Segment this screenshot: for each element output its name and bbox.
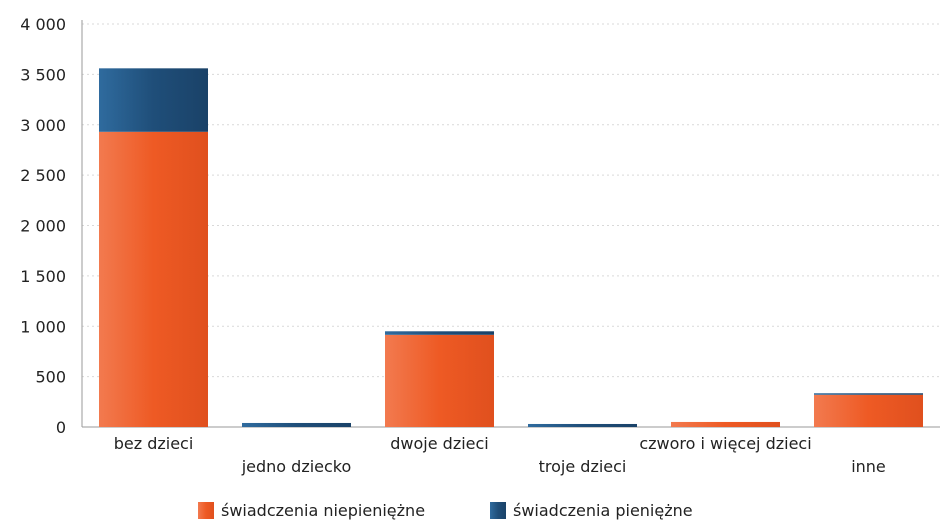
bar-segment-niepieniezne: [671, 421, 780, 427]
y-axis: 0 500 1 000 1 500 2 000 2 500 3 000 3 500 4 000: [20, 15, 940, 437]
bar-segment-niepieniezne: [99, 131, 208, 428]
y-tick-label: 500: [35, 368, 66, 387]
legend-label: świadczenia niepieniężne: [221, 501, 425, 520]
bars: [99, 68, 923, 428]
bar-segment-niepieniezne: [385, 334, 494, 427]
bar-segment-pieniezne: [99, 68, 208, 132]
y-tick-label: 3 500: [20, 65, 66, 84]
y-tick-label: 3 000: [20, 116, 66, 135]
legend: świadczenia niepieniężne świadczenia pien…: [198, 501, 693, 520]
x-category-label: czworo i więcej dzieci: [639, 434, 811, 453]
legend-label: świadczenia pieniężne: [513, 501, 693, 520]
bar-segment-pieniezne: [385, 331, 494, 335]
bar-segment-pieniezne: [242, 422, 351, 427]
x-category-label: troje dzieci: [539, 457, 627, 476]
x-category-label: jedno dziecko: [241, 457, 352, 476]
legend-swatch: [490, 502, 506, 519]
bar-segment-pieniezne: [528, 423, 637, 427]
bar-segment-niepieniezne: [814, 394, 923, 427]
y-tick-label: 1 000: [20, 317, 66, 336]
legend-swatch: [198, 502, 214, 519]
x-category-label: inne: [851, 457, 886, 476]
x-category-label: dwoje dzieci: [390, 434, 489, 453]
x-category-label: bez dzieci: [114, 434, 194, 453]
y-tick-label: 4 000: [20, 15, 66, 34]
bar-segment-pieniezne: [814, 393, 923, 395]
y-tick-label: 0: [56, 418, 66, 437]
y-tick-label: 2 500: [20, 166, 66, 185]
y-tick-label: 2 000: [20, 217, 66, 236]
x-axis-labels: bez dzieci jedno dziecko dwoje dzieci troje…: [114, 434, 886, 476]
y-tick-label: 1 500: [20, 267, 66, 286]
gridlines: [82, 23, 940, 378]
